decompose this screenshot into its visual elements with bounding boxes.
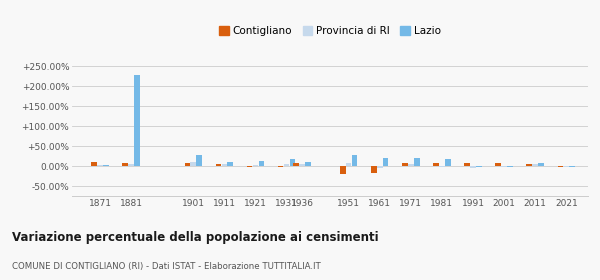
Legend: Contigliano, Provincia di RI, Lazio: Contigliano, Provincia di RI, Lazio: [215, 22, 445, 40]
Bar: [507, 166, 513, 167]
Bar: [433, 163, 439, 166]
Bar: [134, 75, 140, 166]
Bar: [496, 163, 501, 166]
Bar: [569, 166, 575, 167]
Bar: [371, 166, 377, 173]
Bar: [340, 166, 346, 174]
Bar: [259, 161, 264, 166]
Bar: [414, 158, 419, 166]
Bar: [284, 164, 289, 166]
Bar: [215, 164, 221, 166]
Bar: [445, 159, 451, 166]
Bar: [185, 163, 190, 166]
Bar: [221, 164, 227, 166]
Text: Variazione percentuale della popolazione ai censimenti: Variazione percentuale della popolazione…: [12, 231, 379, 244]
Bar: [247, 166, 252, 167]
Bar: [476, 166, 482, 167]
Bar: [278, 166, 283, 167]
Bar: [190, 162, 196, 166]
Bar: [464, 163, 470, 166]
Text: COMUNE DI CONTIGLIANO (RI) - Dati ISTAT - Elaborazione TUTTITALIA.IT: COMUNE DI CONTIGLIANO (RI) - Dati ISTAT …: [12, 262, 321, 271]
Bar: [122, 163, 128, 166]
Bar: [402, 163, 408, 166]
Bar: [196, 155, 202, 166]
Bar: [253, 165, 258, 166]
Bar: [227, 162, 233, 166]
Bar: [299, 164, 305, 166]
Bar: [290, 159, 295, 166]
Bar: [352, 155, 358, 166]
Bar: [293, 163, 299, 166]
Bar: [563, 166, 569, 167]
Bar: [91, 162, 97, 166]
Bar: [128, 164, 134, 166]
Bar: [526, 164, 532, 166]
Bar: [346, 163, 352, 166]
Bar: [383, 158, 388, 166]
Bar: [103, 165, 109, 166]
Bar: [408, 164, 413, 166]
Bar: [501, 166, 507, 167]
Bar: [305, 162, 311, 166]
Bar: [377, 166, 383, 168]
Bar: [538, 163, 544, 166]
Bar: [97, 165, 103, 166]
Bar: [470, 166, 476, 168]
Bar: [532, 164, 538, 166]
Bar: [439, 166, 445, 167]
Bar: [557, 166, 563, 167]
